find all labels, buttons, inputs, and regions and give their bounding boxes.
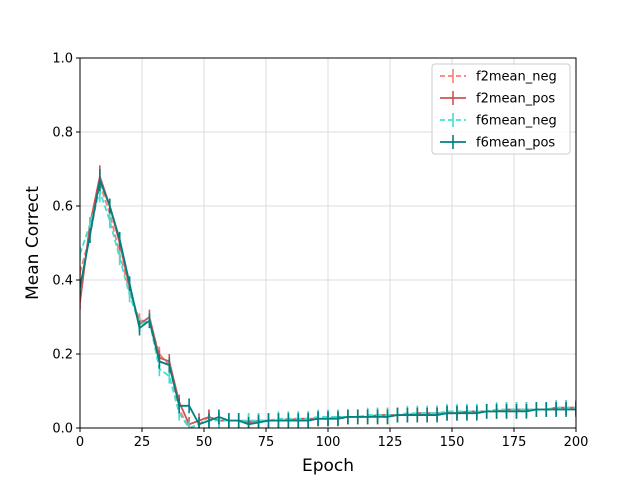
data-point bbox=[406, 414, 409, 416]
x-tick-label: 125 bbox=[378, 435, 403, 450]
x-tick-label: 175 bbox=[502, 435, 527, 450]
plot-area-frame bbox=[79, 57, 577, 429]
data-point bbox=[188, 404, 191, 407]
x-tick-label: 150 bbox=[440, 435, 465, 450]
data-point bbox=[356, 416, 359, 418]
data-point bbox=[346, 416, 349, 418]
legend-label: f2mean_pos bbox=[476, 92, 555, 107]
data-point bbox=[545, 408, 548, 411]
y-tick-label: 1.0 bbox=[52, 52, 73, 67]
data-point bbox=[456, 412, 458, 415]
data-point bbox=[208, 419, 210, 422]
x-tick-label: 0 bbox=[76, 435, 84, 450]
y-axis-label: Mean Correct bbox=[23, 186, 43, 300]
x-axis-label: Epoch bbox=[302, 456, 354, 476]
data-point bbox=[416, 414, 419, 416]
data-point bbox=[317, 417, 319, 420]
data-point bbox=[108, 205, 111, 207]
data-point bbox=[426, 414, 429, 416]
data-point bbox=[515, 410, 518, 413]
y-tick-label: 0.6 bbox=[52, 200, 73, 215]
legend-item: f6mean_pos bbox=[440, 135, 555, 151]
data-point bbox=[446, 412, 448, 415]
data-point bbox=[485, 410, 488, 413]
data-point bbox=[555, 408, 558, 411]
data-point bbox=[475, 412, 478, 415]
data-point bbox=[327, 417, 329, 420]
x-axis-ticks: 0 25 50 75 100 125 150 175 200 bbox=[76, 428, 589, 450]
data-point bbox=[277, 419, 280, 422]
data-point bbox=[217, 416, 220, 418]
data-point bbox=[495, 410, 498, 413]
data-point bbox=[198, 423, 200, 426]
y-tick-label: 0.0 bbox=[52, 422, 73, 437]
data-point bbox=[257, 421, 260, 424]
x-tick-label: 25 bbox=[134, 435, 151, 450]
data-point bbox=[168, 375, 171, 378]
y-tick-label: 0.4 bbox=[52, 274, 73, 289]
data-point bbox=[366, 416, 369, 418]
legend-item: f2mean_neg bbox=[440, 69, 557, 85]
data-point bbox=[297, 419, 300, 422]
data-point bbox=[505, 410, 508, 413]
legend-item: f2mean_pos bbox=[440, 91, 555, 107]
legend-item: f6mean_neg bbox=[440, 113, 557, 129]
data-point bbox=[436, 414, 439, 416]
data-point bbox=[178, 404, 181, 407]
data-point bbox=[525, 410, 528, 413]
y-tick-label: 0.2 bbox=[52, 348, 73, 363]
plot-series bbox=[80, 165, 576, 428]
legend-label: f6mean_pos bbox=[476, 136, 555, 151]
series-f6mean_pos bbox=[80, 169, 576, 428]
data-point bbox=[287, 419, 290, 422]
data-point bbox=[128, 293, 131, 296]
data-point bbox=[386, 416, 389, 418]
data-point bbox=[98, 179, 101, 182]
legend-label: f2mean_neg bbox=[476, 70, 557, 85]
data-point bbox=[138, 327, 141, 329]
data-point bbox=[158, 360, 161, 363]
data-point bbox=[465, 412, 468, 415]
data-point bbox=[565, 408, 567, 411]
x-tick-label: 200 bbox=[564, 435, 589, 450]
data-point bbox=[396, 414, 399, 416]
data-point bbox=[237, 419, 240, 422]
data-point bbox=[148, 319, 151, 322]
legend-label: f6mean_neg bbox=[476, 114, 557, 129]
data-point bbox=[307, 419, 310, 422]
x-tick-label: 50 bbox=[196, 435, 213, 450]
data-point bbox=[89, 234, 91, 237]
data-point bbox=[227, 419, 230, 422]
data-point bbox=[247, 423, 250, 426]
legend-box bbox=[431, 63, 571, 155]
data-point bbox=[168, 364, 171, 366]
x-tick-label: 75 bbox=[258, 435, 275, 450]
data-point bbox=[118, 238, 121, 241]
data-point bbox=[535, 408, 538, 411]
data-point bbox=[267, 419, 270, 422]
data-point bbox=[376, 416, 379, 418]
data-point bbox=[118, 256, 121, 259]
legend: f2mean_neg f2mean_pos f6mean_neg f6mean_pos bbox=[431, 63, 571, 155]
y-tick-label: 0.8 bbox=[52, 126, 73, 141]
data-point bbox=[128, 282, 131, 285]
data-point bbox=[89, 223, 91, 226]
y-axis-ticks: 0.0 0.2 0.4 0.6 0.8 1.0 bbox=[52, 52, 80, 437]
data-point bbox=[108, 219, 111, 222]
x-tick-label: 100 bbox=[316, 435, 341, 450]
data-point bbox=[337, 417, 339, 420]
